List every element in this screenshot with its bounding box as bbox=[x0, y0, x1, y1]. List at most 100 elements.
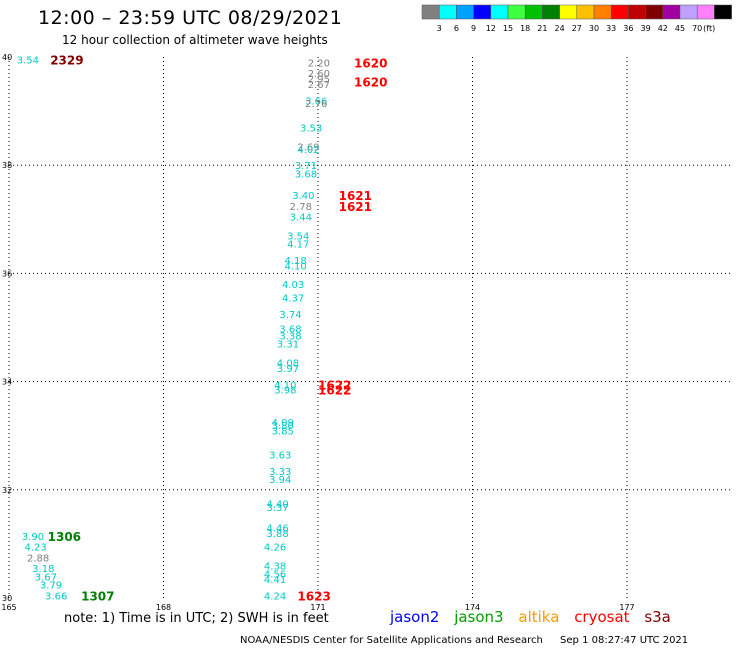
wave-height-label: 4.10 bbox=[274, 380, 296, 391]
colorbar-label: 42 bbox=[658, 24, 668, 33]
wave-height-label: 4.02 bbox=[297, 145, 319, 156]
colorbar-label: 45 bbox=[675, 24, 685, 33]
wave-height-label: 4.08 bbox=[277, 359, 299, 370]
colorbar-label: 9 bbox=[471, 24, 476, 33]
wave-height-label: 3.94 bbox=[269, 475, 291, 486]
wave-height-label: 4.46 bbox=[267, 524, 289, 535]
wave-height-label: 3.18 bbox=[32, 564, 54, 575]
wave-height-label: 3.33 bbox=[269, 467, 291, 478]
colorbar-label: 12 bbox=[486, 24, 496, 33]
pass-time-label: 1623 bbox=[297, 589, 330, 603]
page-subtitle: 12 hour collection of altimeter wave hei… bbox=[62, 33, 328, 47]
wave-height-label: 2.67 bbox=[308, 80, 330, 91]
wave-height-label: 4.09 bbox=[272, 418, 294, 429]
wave-height-label: 2.60 bbox=[308, 69, 330, 80]
x-tick-label: 177 bbox=[619, 603, 634, 612]
wave-height-label: 2.69 bbox=[297, 142, 319, 153]
wave-height-label: 4.23 bbox=[24, 543, 46, 554]
wave-height-label: 3.80 bbox=[272, 421, 294, 432]
footer: NOAA/NESDIS Center for Satellite Applica… bbox=[240, 635, 702, 646]
pass-time-label: 2329 bbox=[50, 54, 83, 68]
colorbar-label: 24 bbox=[555, 24, 565, 33]
colorbar-unit: (ft) bbox=[703, 24, 715, 33]
wave-height-label: 3.66 bbox=[305, 96, 327, 107]
wave-height-label: 4.03 bbox=[282, 280, 304, 291]
x-tick-label: 168 bbox=[156, 603, 171, 612]
y-tick-label: 36 bbox=[2, 269, 12, 278]
legend-item-jason3: jason3 bbox=[454, 608, 504, 626]
pass-time-label: 1621 bbox=[339, 200, 372, 214]
wave-height-label: 3.88 bbox=[267, 529, 289, 540]
wave-height-label: 3.31 bbox=[277, 340, 299, 351]
wave-height-label: 3.71 bbox=[295, 161, 317, 172]
legend-item-s3a: s3a bbox=[644, 608, 671, 626]
wave-height-label: 4.10 bbox=[285, 261, 307, 272]
footer-credit: NOAA/NESDIS Center for Satellite Applica… bbox=[240, 635, 543, 646]
y-tick-label: 40 bbox=[2, 53, 12, 62]
wave-height-label: 3.68 bbox=[279, 325, 301, 336]
wave-height-label: 4.40 bbox=[267, 499, 289, 510]
wave-height-label: 4.56 bbox=[264, 570, 286, 581]
colorbar-label: 6 bbox=[454, 24, 459, 33]
color-scale-bar: 3 6 9 12 15 18 21 24 27 30 33 36 39 42 45 70 (ft) bbox=[421, 4, 732, 33]
wave-height-label: 3.85 bbox=[272, 426, 294, 437]
x-tick-label: 165 bbox=[1, 603, 16, 612]
y-tick-label: 30 bbox=[2, 594, 12, 603]
wave-height-label: 3.63 bbox=[269, 451, 291, 462]
colorbar-swatch bbox=[714, 4, 732, 20]
wave-height-label: 4.26 bbox=[264, 543, 286, 554]
y-tick-label: 38 bbox=[2, 161, 12, 170]
pass-time-label: 1620 bbox=[354, 56, 387, 70]
x-tick-label: 174 bbox=[465, 603, 480, 612]
colorbar-label: 21 bbox=[537, 24, 547, 33]
wave-height-label: 3.66 bbox=[45, 591, 67, 602]
colorbar-label: 15 bbox=[503, 24, 513, 33]
wave-height-label: 4.17 bbox=[287, 240, 309, 251]
page-title: 12:00 – 23:59 UTC 08/29/2021 bbox=[38, 7, 343, 29]
wave-height-label: 3.68 bbox=[295, 169, 317, 180]
pass-time-label: 1307 bbox=[81, 589, 114, 603]
colorbar-label: 27 bbox=[572, 24, 582, 33]
wave-height-label: 3.79 bbox=[40, 580, 62, 591]
pass-time-label: 1306 bbox=[48, 530, 81, 544]
y-tick-label: 34 bbox=[2, 378, 12, 387]
wave-height-label: 3.90 bbox=[22, 532, 44, 543]
colorbar-label: 33 bbox=[606, 24, 616, 33]
wave-height-label: 4.37 bbox=[282, 294, 304, 305]
legend-item-jason2: jason2 bbox=[390, 608, 440, 626]
satellite-legend: jason2 jason3 altika cryosat s3a bbox=[390, 608, 681, 626]
footer-timestamp: Sep 1 08:27:47 UTC 2021 bbox=[560, 635, 689, 646]
wave-height-label: 2.88 bbox=[27, 553, 49, 564]
legend-item-cryosat: cryosat bbox=[574, 608, 630, 626]
wave-height-label: 4.41 bbox=[264, 575, 286, 586]
wave-height-label: 4.18 bbox=[285, 256, 307, 267]
wave-height-label: 4.24 bbox=[264, 591, 286, 602]
wave-height-label: 2.78 bbox=[290, 202, 312, 213]
wave-height-label: 3.54 bbox=[287, 232, 309, 243]
colorbar-label: 30 bbox=[589, 24, 599, 33]
colorbar-label: 36 bbox=[623, 24, 633, 33]
y-tick-label: 32 bbox=[2, 486, 12, 495]
wave-height-label: 2.95 bbox=[308, 75, 330, 86]
wave-height-label: 3.97 bbox=[277, 364, 299, 375]
wave-height-label: 3.37 bbox=[267, 503, 289, 514]
wave-height-label: 3.67 bbox=[35, 572, 57, 583]
colorbar-label: 39 bbox=[641, 24, 651, 33]
wave-height-label: 2.76 bbox=[305, 99, 327, 110]
pass-time-label: 1622 bbox=[318, 384, 351, 398]
wave-height-label: 2.20 bbox=[308, 58, 330, 69]
wave-height-label: 3.98 bbox=[274, 386, 296, 397]
wave-height-label: 3.53 bbox=[300, 123, 322, 134]
pass-time-label: 1620 bbox=[354, 75, 387, 89]
legend-item-altika: altika bbox=[518, 608, 560, 626]
wave-height-label: 3.74 bbox=[279, 310, 301, 321]
wave-height-label: 3.54 bbox=[17, 56, 39, 67]
pass-time-label: 1622 bbox=[318, 378, 351, 392]
wave-height-label: 3.38 bbox=[279, 332, 301, 343]
colorbar-label: 18 bbox=[520, 24, 530, 33]
colorbar-label: 3 bbox=[437, 24, 442, 33]
wave-height-label: 3.44 bbox=[290, 213, 312, 224]
x-tick-label: 171 bbox=[310, 603, 325, 612]
wave-height-label: 3.40 bbox=[292, 191, 314, 202]
